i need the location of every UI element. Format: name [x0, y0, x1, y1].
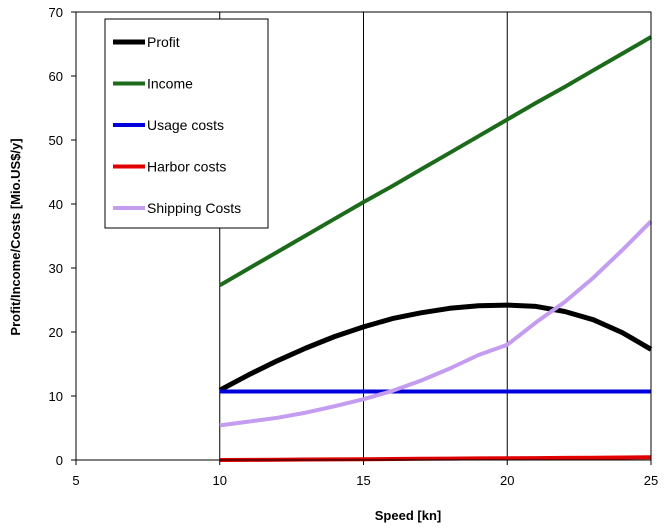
- axes: 5 10 15 20 25 0 10 20 30 40 50 60 70: [49, 5, 659, 488]
- legend-label: Profit: [147, 34, 180, 50]
- legend-label: Income: [147, 76, 193, 92]
- y-tick-label: 40: [49, 197, 63, 212]
- y-tick-label: 20: [49, 325, 63, 340]
- series-line-income: [218, 35, 653, 288]
- y-tick-label: 30: [49, 261, 63, 276]
- series-line-profit: [218, 302, 653, 393]
- y-tick-label: 0: [56, 453, 63, 468]
- x-tick-label: 15: [356, 473, 370, 488]
- x-tick-label: 25: [644, 473, 658, 488]
- legend: Profit Income Usage costs Harbor costs Shipp…: [104, 18, 269, 229]
- x-tick-label: 20: [500, 473, 514, 488]
- y-tick-label: 10: [49, 389, 63, 404]
- legend-label: Usage costs: [147, 117, 224, 133]
- series-lines: [218, 35, 653, 462]
- series-line-shipping-costs: [219, 219, 653, 428]
- x-axis-title: Speed [kn]: [375, 508, 441, 523]
- legend-label: Shipping Costs: [147, 200, 241, 216]
- y-tick-label: 60: [49, 69, 63, 84]
- y-tick-label: 70: [49, 5, 63, 20]
- x-tick-label: 10: [213, 473, 227, 488]
- legend-label: Harbor costs: [147, 159, 226, 175]
- y-tick-label: 50: [49, 133, 63, 148]
- y-axis-title: Profit/Income/Costs [Mio.US$/y]: [8, 138, 23, 335]
- x-tick-label: 5: [72, 473, 79, 488]
